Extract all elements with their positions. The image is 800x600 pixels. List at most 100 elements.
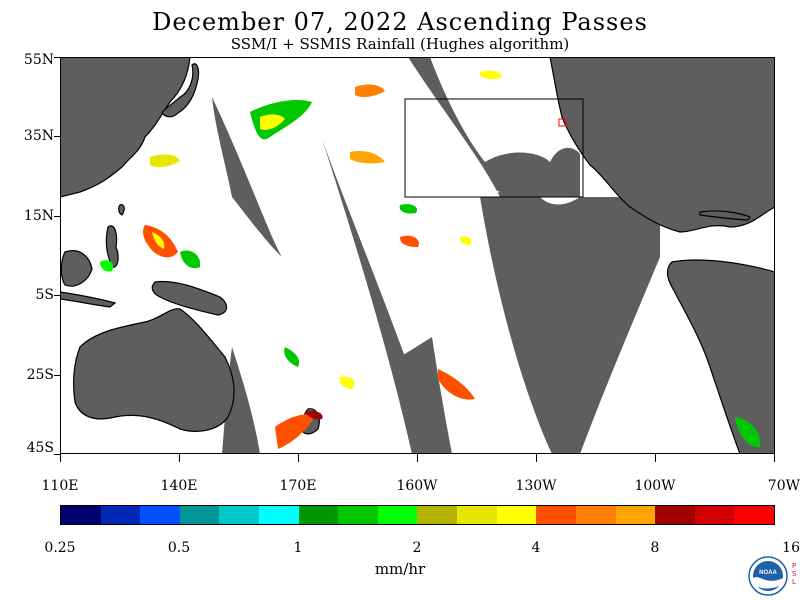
psl-letter: S xyxy=(792,570,797,578)
lon-label-170e: 170E xyxy=(279,478,317,494)
colorbar-label-8: 8 xyxy=(650,540,660,556)
rain-patch xyxy=(438,369,475,400)
colorbar-label-0-5: 0.5 xyxy=(167,540,191,556)
psl-letter: L xyxy=(792,578,796,586)
japan-land xyxy=(161,63,200,118)
lon-tick xyxy=(655,454,656,462)
lat-label-45s: 45S xyxy=(26,440,54,456)
rainfall-map xyxy=(60,57,775,454)
colorbar-segment xyxy=(259,506,299,524)
lon-tick xyxy=(536,454,537,462)
colorbar-label-0-25: 0.25 xyxy=(44,540,76,556)
rain-patch xyxy=(284,347,300,367)
rain-patch xyxy=(735,417,761,448)
swath-gap-5 xyxy=(480,197,660,454)
lat-tick xyxy=(54,375,60,376)
rain-patch xyxy=(480,70,502,80)
south-america-land xyxy=(666,259,775,454)
lon-label-110e: 110E xyxy=(41,478,79,494)
colorbar-label-16: 16 xyxy=(782,540,800,556)
lat-tick xyxy=(54,454,60,455)
land xyxy=(60,57,775,454)
colorbar-segment xyxy=(615,506,656,524)
colorbar-segment xyxy=(179,506,220,524)
noaa-logo: NOAA xyxy=(748,556,788,596)
lat-tick xyxy=(54,216,60,217)
lon-tick xyxy=(774,454,775,462)
north-america-land xyxy=(549,57,775,233)
lat-label-55n: 55N xyxy=(23,52,54,68)
rain-patches xyxy=(100,70,761,449)
swath-gap-6 xyxy=(400,337,452,454)
rain-patch xyxy=(460,236,472,245)
taiwan-land xyxy=(118,204,125,216)
location-marker xyxy=(558,118,567,127)
map-title: December 07, 2022 Ascending Passes xyxy=(152,8,648,36)
lon-label-70w: 70W xyxy=(767,478,800,494)
colorbar-segment xyxy=(377,506,418,524)
lon-label-160w: 160W xyxy=(396,478,438,494)
colorbar-segment xyxy=(694,506,735,524)
colorbar-segment xyxy=(298,506,339,524)
colorbar-segment xyxy=(575,506,616,524)
lon-tick xyxy=(179,454,180,462)
lat-tick xyxy=(54,136,60,137)
colorbar-label-1: 1 xyxy=(293,540,303,556)
colorbar-segment xyxy=(100,506,141,524)
indonesia-land xyxy=(60,291,117,308)
colorbar-segment xyxy=(219,506,260,524)
colorbar-segment xyxy=(496,506,537,524)
rain-patch xyxy=(100,260,114,272)
rain-patch xyxy=(339,376,355,389)
lat-label-25s: 25S xyxy=(26,367,54,383)
psl-letter: P xyxy=(792,562,797,570)
colorbar-segment xyxy=(417,506,458,524)
asia-land xyxy=(60,57,191,198)
rain-patch xyxy=(350,151,385,164)
swath-gap-1 xyxy=(212,97,282,257)
units-label: mm/hr xyxy=(374,560,426,578)
rain-patch xyxy=(400,235,419,247)
rain-patch xyxy=(180,250,201,269)
rain-patch xyxy=(275,414,315,449)
colorbar-segment xyxy=(140,506,180,524)
rain-patch xyxy=(399,204,418,214)
lon-tick xyxy=(298,454,299,462)
swath-gap-7 xyxy=(422,130,500,197)
lon-tick xyxy=(60,454,61,462)
colorbar-segment xyxy=(655,506,695,524)
colorbar-segment xyxy=(61,506,101,524)
australia-land xyxy=(73,308,235,432)
lat-tick xyxy=(54,295,60,296)
colorbar xyxy=(60,505,775,525)
colorbar-label-2: 2 xyxy=(412,540,422,556)
new-guinea-land xyxy=(151,280,228,316)
colorbar-segment xyxy=(536,506,576,524)
lat-label-35n: 35N xyxy=(23,128,54,144)
rain-patch xyxy=(305,410,323,420)
region-box xyxy=(404,98,584,198)
borneo-land xyxy=(60,250,93,287)
map-frame xyxy=(60,57,775,454)
lon-label-140e: 140E xyxy=(160,478,198,494)
colorbar-segment xyxy=(457,506,497,524)
rain-patch xyxy=(152,232,165,249)
lon-tick xyxy=(417,454,418,462)
lon-label-100w: 100W xyxy=(634,478,676,494)
swath-gap-4 xyxy=(408,57,580,197)
lat-tick xyxy=(54,57,60,58)
rain-patch xyxy=(260,114,285,130)
colorbar-label-4: 4 xyxy=(531,540,541,556)
lon-label-130w: 130W xyxy=(515,478,557,494)
cuba-land xyxy=(699,210,751,221)
lat-label-15n: 15N xyxy=(23,208,54,224)
rain-patch xyxy=(150,154,180,168)
rain-patch xyxy=(355,84,385,98)
colorbar-segment xyxy=(734,506,774,524)
map-subtitle: SSM/I + SSMIS Rainfall (Hughes algorithm… xyxy=(230,35,570,53)
colorbar-segment xyxy=(338,506,378,524)
lat-label-5s: 5S xyxy=(35,287,55,303)
noaa-logo-text: NOAA xyxy=(759,570,777,576)
philippines-land xyxy=(105,225,119,268)
